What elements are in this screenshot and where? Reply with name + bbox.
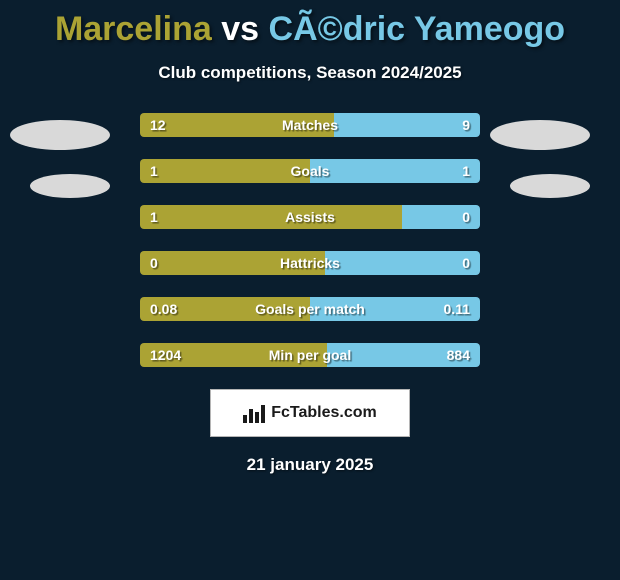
stat-row: Goals 1 1: [140, 159, 480, 183]
vs-separator: vs: [221, 10, 259, 48]
bar-left-fill: [140, 205, 402, 229]
player-a-name: Marcelina: [55, 10, 212, 48]
stat-value-a: 1204: [150, 343, 181, 367]
stat-value-b: 0.11: [444, 297, 470, 321]
stat-label: Matches: [282, 113, 338, 137]
stat-label: Min per goal: [269, 343, 351, 367]
page-title: Marcelina vs CÃ©dric Yameogo: [0, 0, 620, 49]
stat-value-b: 9: [462, 113, 470, 137]
date-label: 21 january 2025: [0, 455, 620, 475]
stat-value-b: 1: [462, 159, 470, 183]
stat-value-a: 1: [150, 205, 158, 229]
stat-row: Goals per match 0.08 0.11: [140, 297, 480, 321]
stat-value-a: 0.08: [150, 297, 177, 321]
stat-value-b: 0: [462, 205, 470, 229]
stat-label: Goals per match: [255, 297, 365, 321]
stat-value-a: 1: [150, 159, 158, 183]
bar-right-fill: [310, 159, 480, 183]
avatar-placeholder: [490, 120, 590, 150]
stat-row: Assists 1 0: [140, 205, 480, 229]
stat-row: Hattricks 0 0: [140, 251, 480, 275]
stat-row: Matches 12 9: [140, 113, 480, 137]
stat-label: Goals: [291, 159, 330, 183]
comparison-bars: Matches 12 9 Goals 1 1 Assists 1 0 Hattricks 0 0 Goa…: [140, 113, 480, 367]
bar-left-fill: [140, 159, 310, 183]
subtitle: Club competitions, Season 2024/2025: [0, 63, 620, 83]
stat-row: Min per goal 1204 884: [140, 343, 480, 367]
brand-box: FcTables.com: [210, 389, 410, 437]
avatar-placeholder: [10, 120, 110, 150]
stat-label: Assists: [285, 205, 335, 229]
brand-text: FcTables.com: [271, 404, 377, 422]
avatar-placeholder: [510, 174, 590, 198]
stat-value-b: 884: [447, 343, 470, 367]
bar-right-fill: [325, 251, 480, 275]
stat-label: Hattricks: [280, 251, 340, 275]
stat-value-a: 0: [150, 251, 158, 275]
stat-value-a: 12: [150, 113, 166, 137]
bar-right-fill: [334, 113, 480, 137]
stat-value-b: 0: [462, 251, 470, 275]
player-b-name: CÃ©dric Yameogo: [269, 10, 566, 48]
bars-icon: [243, 403, 265, 423]
avatar-placeholder: [30, 174, 110, 198]
